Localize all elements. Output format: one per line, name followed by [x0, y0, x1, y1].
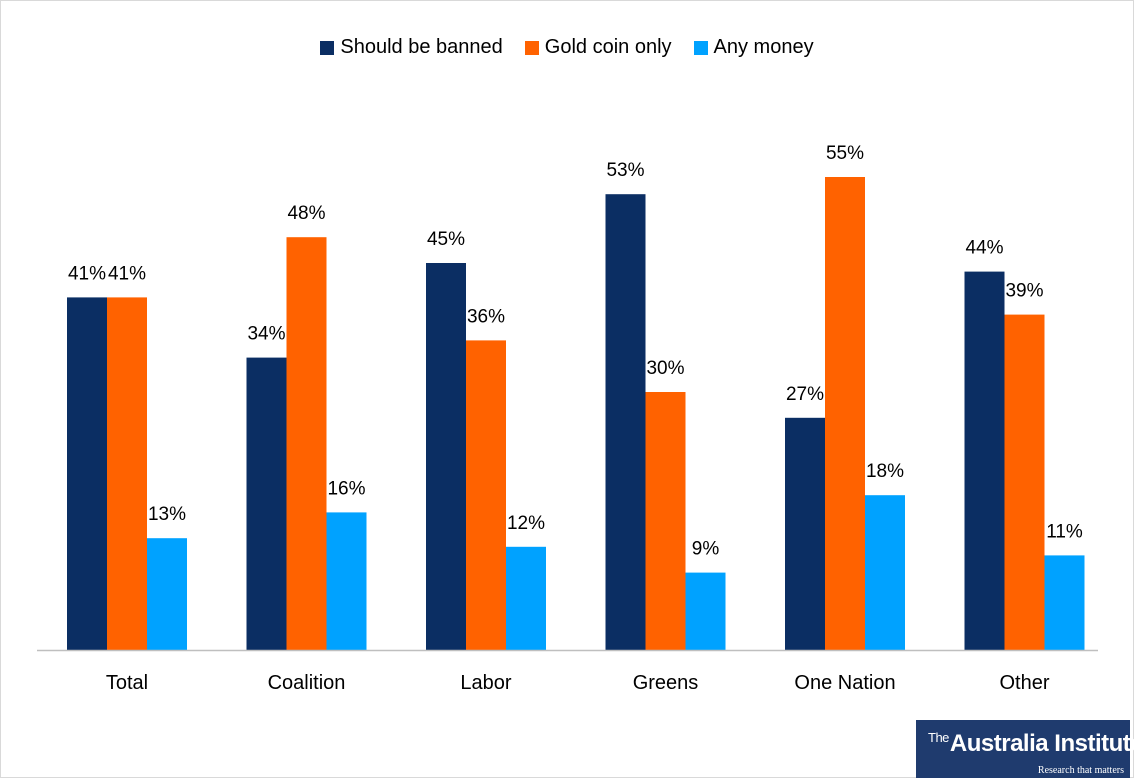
data-label-gold-coin-only: 39%: [1005, 281, 1043, 302]
data-label-should-be-banned: 34%: [247, 324, 285, 345]
legend-item-gold-coin-only: Gold coin only: [524, 36, 672, 59]
bar-gold-coin-only: [286, 237, 327, 650]
bar-gold-coin-only: [107, 297, 147, 650]
bar-should-be-banned: [605, 194, 646, 650]
bar-any-money: [326, 512, 367, 650]
bar-any-money: [685, 572, 726, 650]
legend-swatch-any-money: [693, 40, 708, 55]
chart-legend: Should be banned Gold coin only Any mone…: [0, 36, 1134, 59]
bar-any-money: [147, 538, 187, 650]
x-tick-label: Total: [106, 672, 148, 694]
logo-tagline: Research that matters: [1037, 765, 1124, 776]
australia-institute-logo: TheAustralia Institute Research that mat…: [916, 720, 1134, 778]
data-label-gold-coin-only: 55%: [826, 143, 864, 164]
legend-item-should-be-banned: Should be banned: [320, 36, 503, 59]
bar-should-be-banned: [785, 417, 825, 650]
bar-gold-coin-only: [466, 340, 506, 650]
x-tick-label: Greens: [633, 672, 699, 694]
bar-any-money: [865, 495, 905, 650]
data-label-should-be-banned: 27%: [786, 384, 824, 405]
data-label-gold-coin-only: 48%: [287, 203, 325, 224]
logo-wordmark: TheAustralia Institute: [928, 730, 1134, 758]
bar-any-money: [506, 546, 546, 650]
data-label-should-be-banned: 41%: [68, 263, 106, 284]
bar-should-be-banned: [67, 297, 107, 650]
bar-should-be-banned: [426, 263, 466, 650]
data-label-should-be-banned: 45%: [427, 229, 465, 250]
x-tick-label: Labor: [460, 672, 511, 694]
data-label-any-money: 12%: [507, 513, 545, 534]
data-label-any-money: 13%: [148, 504, 186, 525]
x-tick-label: One Nation: [794, 672, 895, 694]
data-label-any-money: 18%: [866, 461, 904, 482]
legend-item-any-money: Any money: [693, 36, 814, 59]
legend-label-gold-coin-only: Gold coin only: [544, 36, 672, 58]
x-tick-label: Coalition: [268, 672, 346, 694]
bar-gold-coin-only: [645, 392, 686, 650]
logo-name: Australia Institute: [949, 730, 1134, 757]
bar-should-be-banned: [246, 357, 287, 650]
data-label-any-money: 9%: [692, 539, 720, 560]
bar-gold-coin-only: [1004, 314, 1045, 650]
x-tick-label: Other: [999, 672, 1049, 694]
data-label-gold-coin-only: 30%: [646, 358, 684, 379]
legend-swatch-gold-coin-only: [524, 40, 539, 55]
logo-the: The: [928, 730, 949, 745]
legend-swatch-should-be-banned: [320, 40, 335, 55]
bar-should-be-banned: [964, 271, 1005, 650]
bar-gold-coin-only: [825, 177, 865, 650]
data-label-should-be-banned: 44%: [965, 238, 1003, 259]
data-label-gold-coin-only: 36%: [467, 306, 505, 327]
data-label-gold-coin-only: 41%: [108, 263, 146, 284]
legend-label-any-money: Any money: [713, 36, 814, 58]
data-label-should-be-banned: 53%: [606, 160, 644, 181]
data-label-any-money: 16%: [327, 478, 365, 499]
data-label-any-money: 11%: [1046, 521, 1083, 542]
bar-any-money: [1044, 555, 1085, 650]
legend-label-should-be-banned: Should be banned: [340, 36, 503, 58]
